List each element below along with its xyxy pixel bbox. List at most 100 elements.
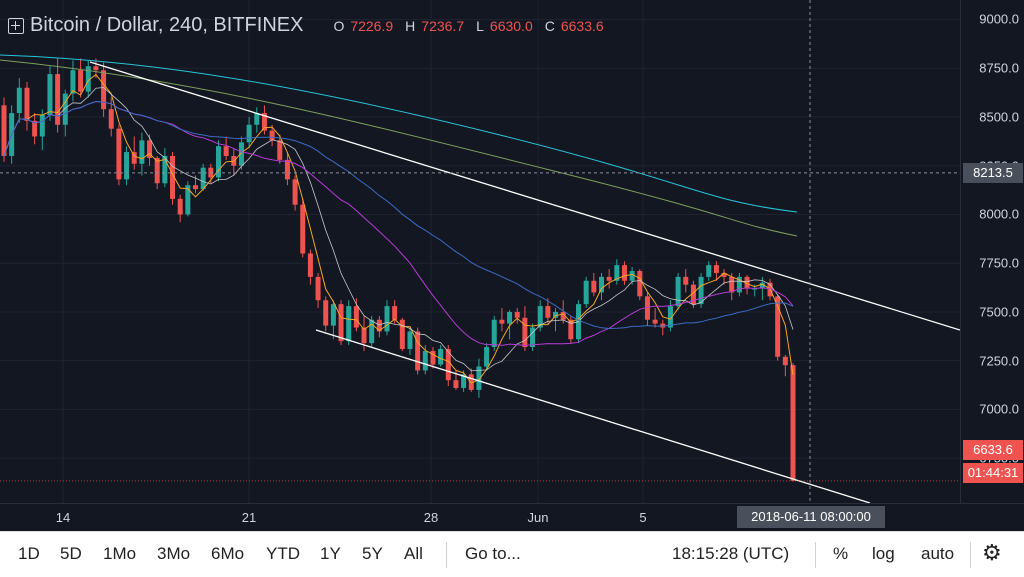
candle-body — [193, 185, 199, 190]
time-tick-label: Jun — [527, 510, 549, 525]
candle-body — [376, 319, 382, 332]
close-key: C — [544, 17, 555, 34]
ma-slow-line — [3, 100, 794, 347]
candle-body — [568, 319, 574, 340]
candle-body — [422, 350, 428, 371]
price-tick-label: 9000.0 — [979, 11, 1019, 27]
candle-body — [491, 319, 497, 348]
range-1y-button[interactable]: 1Y — [320, 544, 341, 563]
toolbar-divider — [815, 542, 816, 568]
candle-body — [307, 253, 313, 277]
candle-body — [124, 152, 130, 180]
candle-body — [545, 306, 551, 318]
candle-body — [85, 66, 91, 92]
candle-body — [399, 319, 405, 349]
time-axis[interactable]: 5 Jun 28 21 14 2018-06-11 08:00:00 — [0, 503, 1024, 532]
candle-body — [721, 272, 727, 277]
candle-body — [407, 331, 413, 349]
candle-body — [346, 306, 352, 342]
candle-body — [62, 93, 68, 125]
low-value: 6630.0 — [489, 17, 533, 34]
candle-body — [330, 304, 336, 326]
range-6mo-button[interactable]: 6Mo — [211, 544, 245, 563]
range-all-button[interactable]: All — [404, 544, 423, 563]
candle-body — [675, 276, 681, 307]
toolbar-divider — [970, 542, 971, 568]
candle-body — [315, 276, 321, 301]
price-tick-label: 7250.0 — [979, 353, 1019, 369]
candle-body — [47, 74, 53, 116]
candle-body — [162, 155, 168, 184]
candle-body — [392, 306, 398, 320]
price-tick-label: 7500.0 — [979, 304, 1019, 320]
candle-body — [338, 304, 344, 342]
close-value: 6633.6 — [560, 17, 604, 34]
candle-body — [468, 374, 474, 390]
chart-legend: Bitcoin / Dollar, 240, BITFINEX O 7226.9 … — [8, 14, 604, 37]
range-ytd-button[interactable]: YTD — [266, 544, 300, 563]
range-1d-button[interactable]: 1D — [18, 544, 40, 563]
high-value: 7236.7 — [421, 17, 465, 34]
candle-body — [698, 276, 704, 305]
candle-body — [453, 380, 459, 388]
candle-body — [782, 356, 788, 366]
candle-body — [614, 265, 620, 281]
candle-body — [16, 87, 22, 114]
range-5y-button[interactable]: 5Y — [362, 544, 383, 563]
price-tick-label: 7000.0 — [979, 401, 1019, 417]
price-tick-label: 8000.0 — [979, 206, 1019, 222]
bottom-toolbar: 1D 5D 1Mo 3Mo 6Mo YTD 1Y 5Y All Go to...… — [0, 531, 1024, 577]
candle-body — [116, 128, 122, 180]
candle-body — [445, 348, 451, 381]
price-axis[interactable]: 6750.07000.07250.07500.07750.08000.08250… — [960, 0, 1024, 503]
open-value: 7226.9 — [350, 17, 394, 34]
log-toggle[interactable]: log — [872, 544, 895, 563]
candle-body — [522, 317, 528, 348]
candle-body — [292, 179, 298, 205]
candle-body — [790, 365, 796, 481]
range-3mo-button[interactable]: 3Mo — [157, 544, 191, 563]
candle-body — [101, 70, 107, 110]
percent-toggle[interactable]: % — [833, 544, 849, 563]
candle-body — [621, 265, 627, 281]
candle-body — [238, 142, 244, 166]
expand-icon[interactable] — [8, 17, 24, 34]
price-plot[interactable] — [0, 0, 960, 503]
symbol-title: Bitcoin / Dollar, 240, BITFINEX — [30, 14, 304, 36]
candle-body — [530, 327, 536, 348]
goto-button[interactable]: Go to... — [465, 544, 521, 563]
candle-body — [652, 319, 658, 324]
candle-body — [729, 276, 735, 293]
candle-body — [499, 319, 505, 324]
price-tick-label: 8500.0 — [979, 109, 1019, 125]
candle-body — [200, 167, 206, 190]
candle-body — [553, 311, 559, 318]
candle-body — [476, 366, 482, 390]
countdown-label: 01:44:31 — [963, 463, 1023, 483]
candle-body — [461, 374, 467, 388]
candle-body — [369, 319, 375, 344]
candle-body — [223, 146, 229, 156]
candle-body — [139, 140, 145, 164]
candle-body — [629, 270, 635, 281]
candle-body — [736, 276, 742, 293]
candle-body — [430, 350, 436, 365]
candle-body — [361, 327, 367, 344]
high-key: H — [405, 17, 416, 34]
utc-clock[interactable]: 18:15:28 (UTC) — [672, 544, 790, 563]
candle-body — [713, 265, 719, 273]
candle-body — [752, 288, 758, 290]
last-price-label: 6633.6 — [963, 440, 1023, 460]
crosshair-price-label: 8213.5 — [963, 163, 1023, 183]
range-1mo-button[interactable]: 1Mo — [103, 544, 137, 563]
chart-area[interactable]: Bitcoin / Dollar, 240, BITFINEX O 7226.9 … — [0, 0, 960, 503]
candle-body — [70, 70, 76, 94]
candle-body — [261, 113, 267, 131]
candle-body — [606, 276, 612, 281]
candle-body — [660, 323, 666, 328]
settings-gear-icon[interactable]: ⚙ — [982, 540, 1002, 565]
upper-trendline — [89, 61, 960, 331]
toolbar-divider — [446, 542, 447, 568]
range-5d-button[interactable]: 5D — [60, 544, 82, 563]
auto-toggle[interactable]: auto — [921, 544, 955, 563]
